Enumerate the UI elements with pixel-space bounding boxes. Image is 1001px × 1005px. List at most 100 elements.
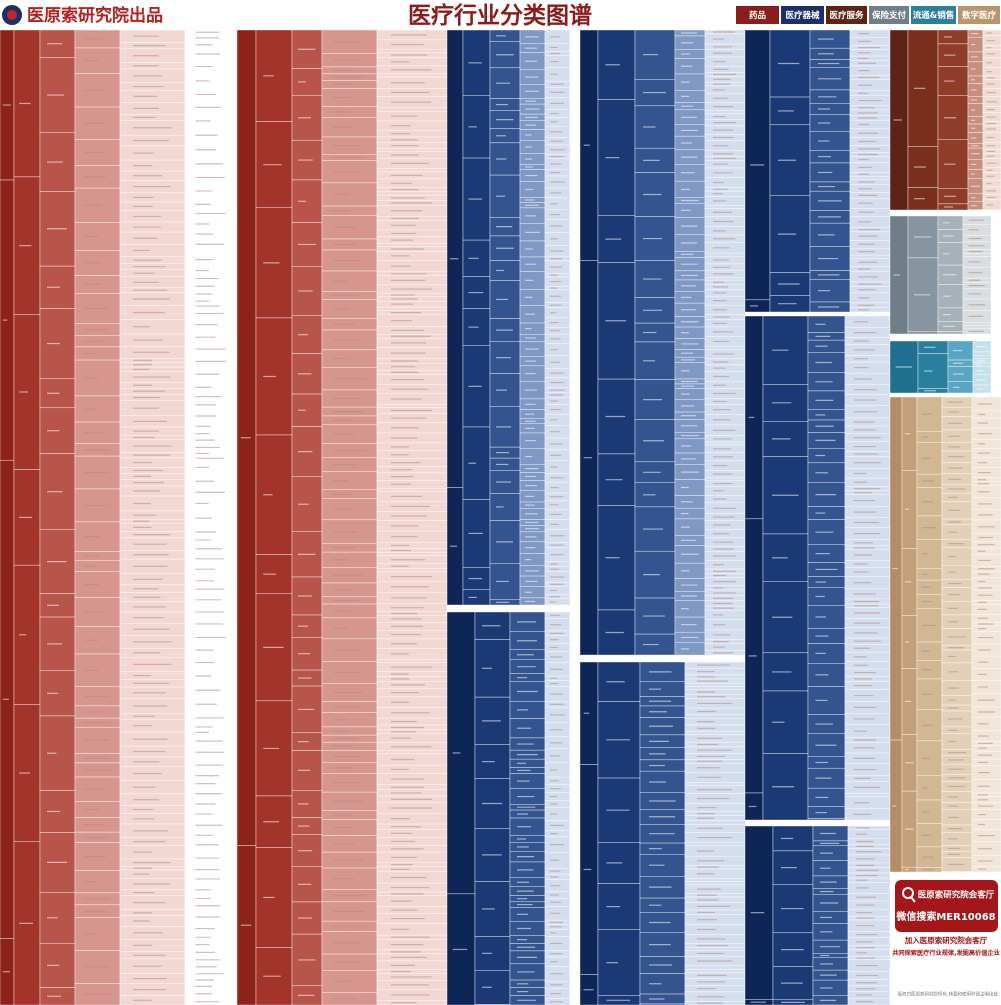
category-cell	[321, 205, 378, 216]
category-cell	[74, 950, 121, 984]
category-cell	[321, 299, 378, 320]
category-cell	[684, 717, 746, 726]
category-cell	[376, 480, 448, 489]
category-cell	[972, 351, 992, 356]
tab-label: 药品	[749, 10, 767, 21]
category-cell	[376, 866, 448, 873]
tab-label: 医疗服务	[829, 10, 864, 21]
category-cell	[376, 251, 448, 261]
category-cell	[847, 882, 891, 894]
category-cell	[982, 57, 1001, 68]
category-cell	[569, 780, 581, 787]
category-cell	[74, 560, 121, 572]
category-cell	[321, 106, 378, 118]
category-cell	[849, 307, 891, 313]
category-cell	[569, 855, 581, 866]
category-cell	[569, 52, 581, 61]
category-cell	[376, 568, 448, 573]
category-cell	[569, 846, 581, 857]
category-cell	[376, 764, 448, 774]
category-cell	[184, 73, 238, 89]
category-cell	[119, 473, 186, 480]
category-cell	[569, 418, 581, 426]
category-cell	[569, 434, 581, 448]
category-cell	[849, 29, 891, 38]
category-cell	[119, 995, 186, 1005]
category-cell	[962, 253, 992, 257]
category-cell	[569, 611, 581, 617]
category-cell	[982, 67, 1001, 77]
category-cell	[569, 326, 581, 339]
logo-inner	[7, 10, 17, 20]
category-cell	[291, 95, 323, 141]
category-cell	[982, 29, 1001, 37]
category-cell	[847, 949, 891, 957]
category-cell	[569, 658, 581, 673]
category-cell	[519, 139, 546, 154]
category-cell	[544, 307, 571, 319]
category-cell	[937, 331, 964, 335]
category-cell	[569, 776, 581, 781]
category-cell	[509, 758, 546, 768]
category-cell	[704, 477, 746, 482]
category-cell	[569, 265, 581, 276]
category-cell	[916, 799, 943, 824]
category-cell	[376, 750, 448, 755]
category-cell	[971, 547, 1001, 555]
category-cell	[544, 598, 571, 606]
category-cell	[255, 29, 293, 122]
category-cell	[704, 643, 746, 651]
category-cell	[674, 479, 706, 496]
category-cell	[119, 358, 186, 363]
category-cell	[684, 878, 746, 882]
category-cell	[569, 261, 581, 266]
category-cell	[119, 319, 186, 335]
category-cell	[291, 393, 323, 427]
category-cell	[376, 969, 448, 974]
category-cell	[119, 362, 186, 368]
category-cell	[569, 494, 581, 507]
category-cell	[807, 315, 846, 333]
category-cell	[376, 130, 448, 138]
category-cell	[376, 148, 448, 152]
category-cell	[674, 518, 706, 536]
promo-search: 微信搜索MER10068	[895, 910, 995, 923]
category-cell	[941, 649, 973, 664]
tab-label: 保险支付	[871, 10, 907, 21]
category-cell	[569, 957, 581, 964]
category-cell	[569, 117, 581, 131]
category-cell	[509, 895, 546, 903]
category-cell	[119, 457, 186, 468]
category-cell	[376, 552, 448, 556]
category-cell	[544, 286, 571, 291]
category-cell	[184, 298, 238, 304]
category-cell	[941, 524, 973, 540]
search-icon	[902, 887, 914, 899]
category-cell	[569, 739, 581, 755]
category-cell	[489, 260, 521, 281]
category-cell	[901, 615, 918, 669]
category-cell	[937, 29, 969, 45]
category-cell	[569, 615, 581, 628]
category-cell	[684, 969, 746, 973]
category-cell	[639, 973, 686, 995]
brand: 医原索研究院出品	[27, 5, 163, 26]
category-cell	[569, 390, 581, 404]
category-cell	[971, 625, 1001, 632]
category-cell	[569, 799, 581, 808]
category-cell	[569, 963, 581, 974]
category-cell	[569, 933, 581, 947]
category-cell	[967, 103, 984, 117]
category-cell	[967, 36, 984, 53]
category-cell	[376, 812, 448, 825]
category-cell	[376, 733, 448, 743]
category-cell	[376, 260, 448, 273]
category-cell	[684, 820, 746, 825]
category-cell	[376, 306, 448, 311]
category-cell	[569, 363, 581, 371]
category-cell	[849, 176, 891, 180]
category-cell	[684, 782, 746, 786]
category-cell	[967, 123, 984, 133]
category-cell	[569, 143, 581, 152]
